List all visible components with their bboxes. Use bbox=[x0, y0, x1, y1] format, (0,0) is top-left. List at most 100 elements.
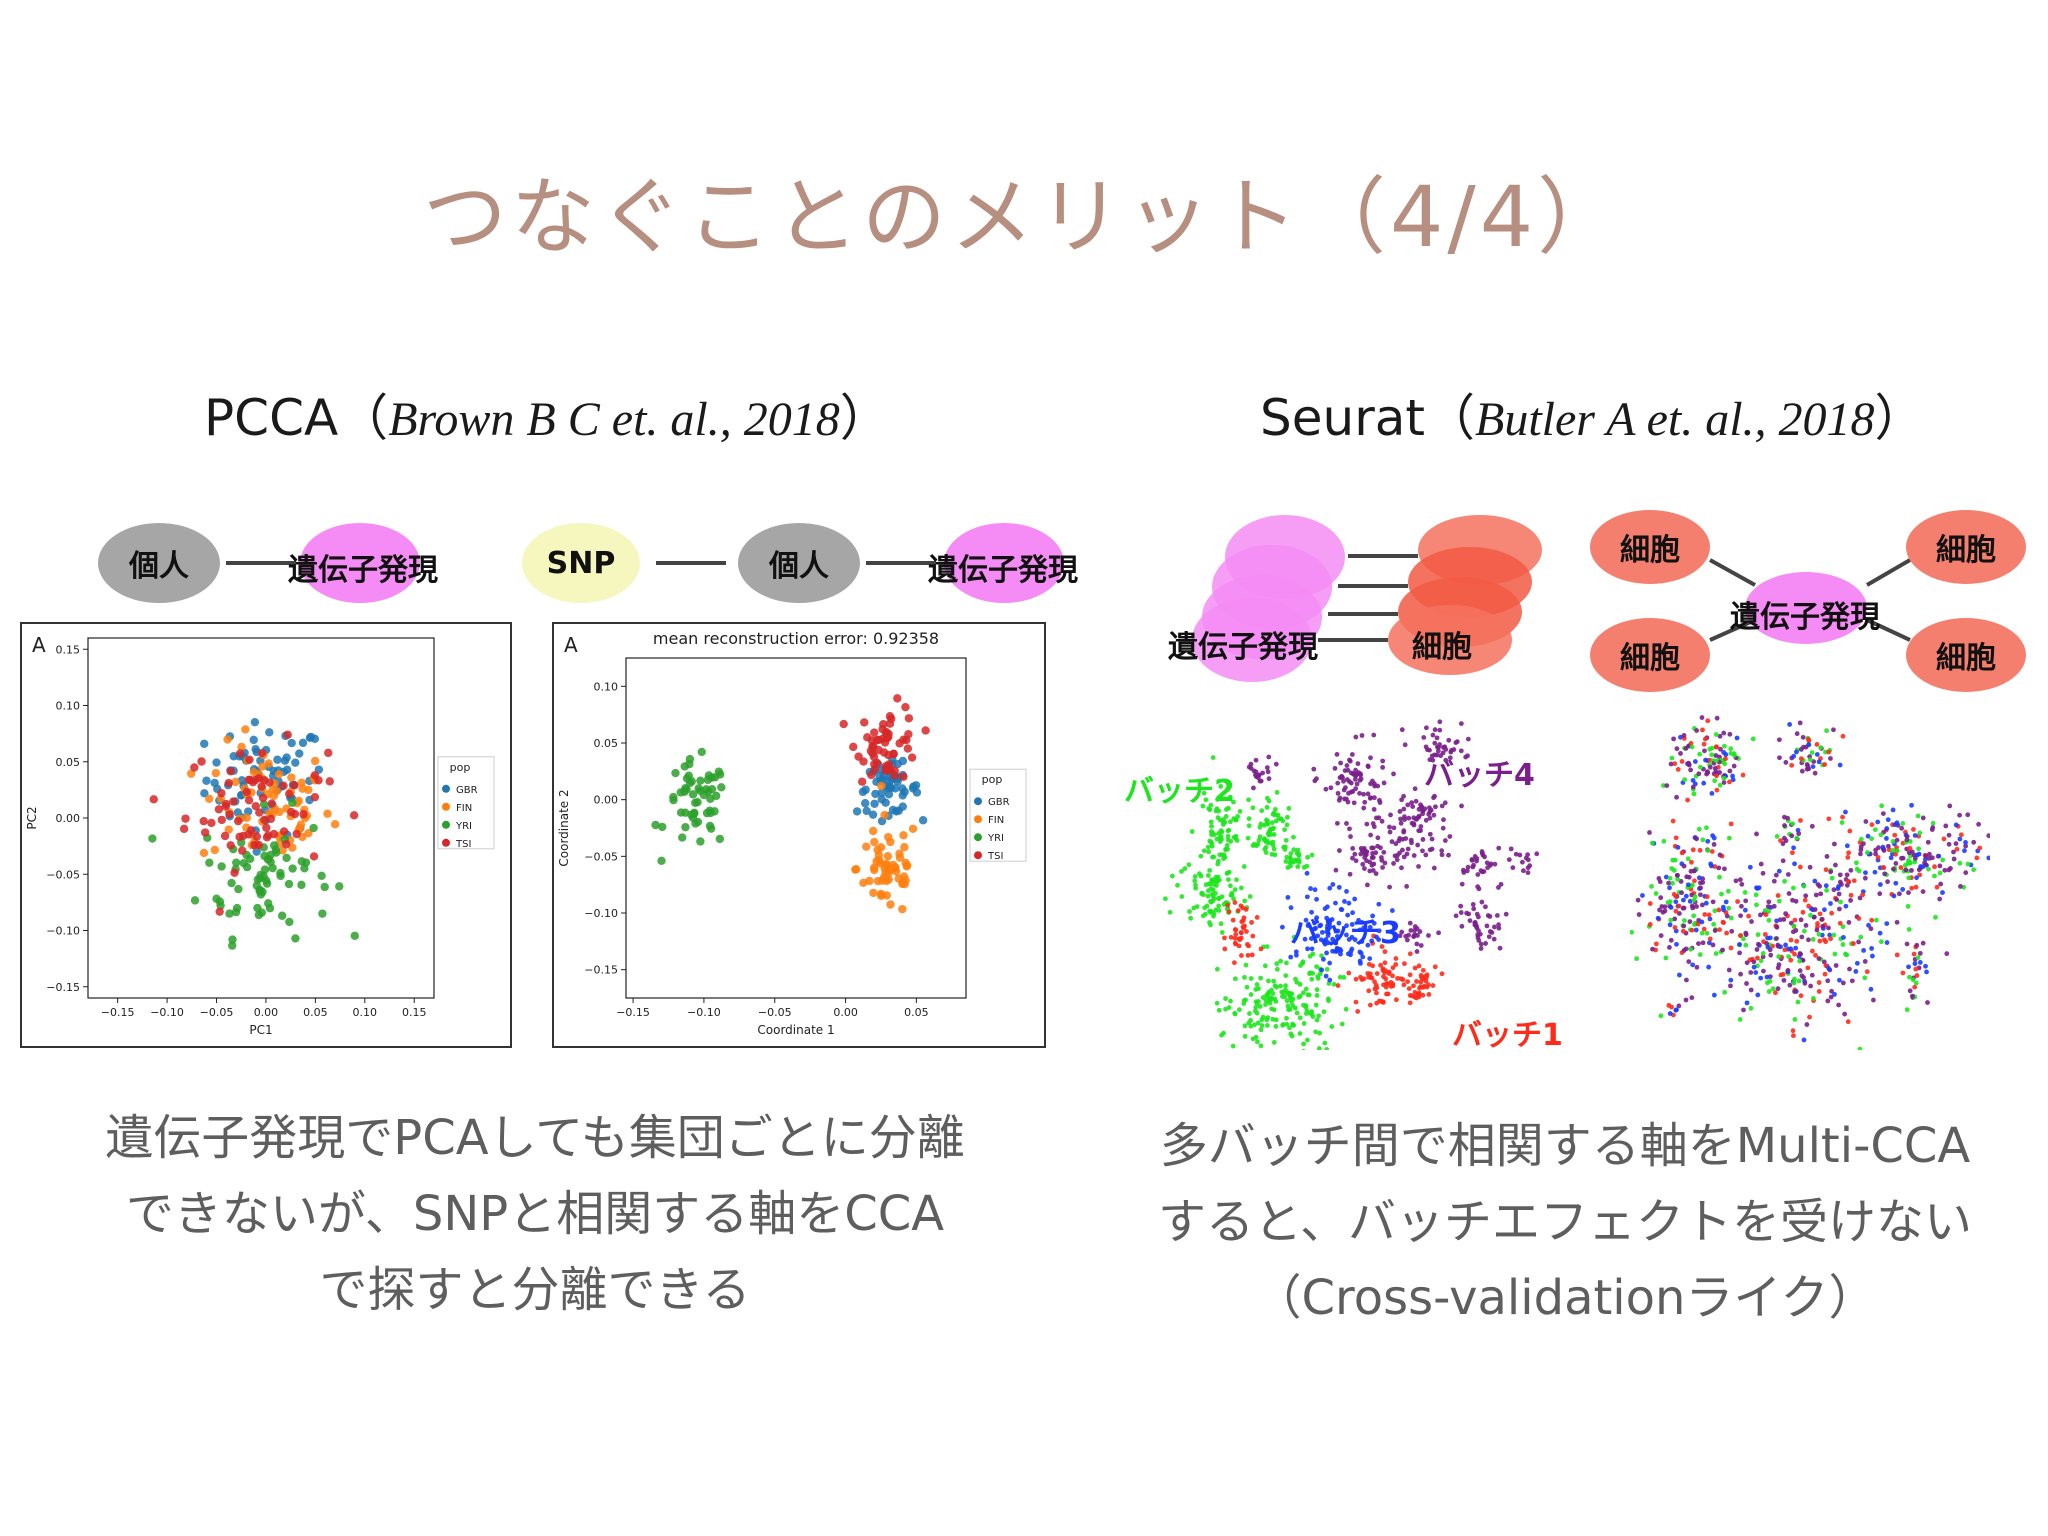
tsne-cell-point bbox=[1216, 903, 1222, 909]
tsne-cell-point bbox=[1368, 795, 1374, 801]
tsne-cell-point bbox=[1724, 930, 1730, 936]
right-heading-method: Seurat（ bbox=[1260, 389, 1475, 447]
data-point-yri bbox=[261, 876, 271, 885]
data-point-tsi bbox=[221, 802, 230, 811]
tsne-cell-point bbox=[1496, 845, 1502, 851]
tsne-cell-point bbox=[1439, 971, 1445, 977]
tsne-cell-point bbox=[1668, 937, 1674, 943]
tsne-cell-point bbox=[1392, 853, 1398, 859]
tsne-cell-point bbox=[1266, 829, 1272, 835]
tsne-cell-point bbox=[1430, 732, 1436, 738]
tsne-cell-point bbox=[1702, 736, 1708, 742]
tsne-cell-point bbox=[1662, 908, 1668, 914]
tsne-cell-point bbox=[1841, 935, 1846, 940]
x-tick-label: −0.15 bbox=[101, 1006, 135, 1019]
tsne-cell-point bbox=[1699, 930, 1705, 936]
tsne-cell-point bbox=[1404, 937, 1410, 943]
tsne-cell-point bbox=[1657, 907, 1662, 913]
tsne-cell-point bbox=[1856, 868, 1862, 874]
data-point-tsi bbox=[220, 831, 230, 841]
tsne-cell-point bbox=[1270, 826, 1275, 832]
tsne-cell-point bbox=[1810, 937, 1816, 942]
tsne-cell-point bbox=[1777, 755, 1782, 761]
tsne-cell-point bbox=[1285, 990, 1290, 996]
tsne-cell-point bbox=[1680, 928, 1686, 934]
data-point-yri bbox=[212, 894, 221, 903]
tsne-cell-point bbox=[1215, 815, 1221, 821]
tsne-cell-point bbox=[1915, 955, 1921, 960]
tsne-cell-point bbox=[1353, 999, 1359, 1005]
tsne-cell-point bbox=[1755, 932, 1761, 938]
data-point-tsi bbox=[901, 702, 910, 712]
tsne-cell-point bbox=[1284, 1015, 1289, 1021]
tsne-cell-point bbox=[1947, 803, 1953, 809]
tsne-cell-point bbox=[1496, 925, 1502, 931]
tsne-cell-point bbox=[1697, 751, 1703, 757]
tsne-cell-point bbox=[1766, 989, 1772, 994]
tsne-cell-point bbox=[1387, 829, 1393, 835]
tsne-cell-point bbox=[1894, 848, 1900, 854]
data-point-fin bbox=[199, 848, 209, 858]
tsne-cell-point bbox=[1447, 755, 1453, 761]
tsne-cell-point bbox=[1738, 971, 1743, 977]
legend-marker bbox=[974, 797, 982, 806]
tsne-cell-point bbox=[1271, 810, 1277, 816]
tsne-cell-point bbox=[1346, 937, 1352, 942]
tsne-cell-point bbox=[1472, 922, 1478, 928]
legend-label: TSI bbox=[455, 839, 471, 850]
data-point-fin bbox=[304, 785, 313, 795]
tsne-cell-point bbox=[1765, 944, 1771, 950]
tsne-cell-point bbox=[1248, 761, 1254, 767]
data-point-gbr bbox=[282, 765, 292, 774]
tsne-cell-point bbox=[1801, 1037, 1807, 1043]
tsne-cell-point bbox=[1420, 848, 1425, 854]
tsne-cell-point bbox=[1798, 951, 1804, 957]
legend-box bbox=[969, 768, 1027, 862]
tsne-cell-point bbox=[1684, 977, 1689, 983]
tsne-cell-point bbox=[1201, 848, 1207, 854]
tsne-cell-point bbox=[1290, 996, 1296, 1002]
tsne-cell-point bbox=[1282, 844, 1288, 850]
data-point-gbr bbox=[291, 758, 300, 767]
tsne-cell-point bbox=[1862, 875, 1868, 881]
tsne-cell-point bbox=[1314, 1017, 1320, 1023]
tsne-cell-point bbox=[1454, 739, 1460, 745]
tsne-cell-point bbox=[1770, 986, 1776, 992]
tsne-cell-point bbox=[1271, 978, 1277, 984]
tsne-cell-point bbox=[1640, 893, 1645, 898]
data-point-tsi bbox=[217, 815, 226, 825]
tsne-cell-point bbox=[1890, 847, 1896, 853]
x-tick-label: 0.00 bbox=[833, 1006, 858, 1019]
tsne-cell-point bbox=[1266, 754, 1272, 760]
data-point-yri bbox=[677, 833, 687, 842]
tsne-cell-point bbox=[1353, 976, 1359, 982]
tsne-cell-point bbox=[1400, 847, 1405, 853]
tsne-cell-point bbox=[1760, 950, 1766, 956]
tsne-cell-point bbox=[1805, 763, 1811, 769]
tsne-cell-point bbox=[1396, 838, 1402, 844]
tsne-cell-point bbox=[1773, 990, 1778, 996]
data-point-tsi bbox=[244, 775, 253, 785]
data-point-gbr bbox=[878, 775, 888, 784]
tsne-cell-point bbox=[1286, 806, 1292, 811]
tsne-cell-point bbox=[1870, 953, 1875, 959]
tsne-cell-point bbox=[1333, 900, 1338, 906]
tsne-cell-point bbox=[1380, 765, 1386, 770]
tsne-cell-point bbox=[1167, 909, 1173, 915]
tsne-cell-point bbox=[1666, 880, 1671, 886]
tsne-cell-point bbox=[1222, 946, 1228, 952]
tsne-cell-point bbox=[1704, 894, 1710, 900]
tsne-cell-point bbox=[1222, 854, 1228, 860]
tsne-cell-point bbox=[1216, 831, 1222, 836]
tsne-cell-point bbox=[1316, 1046, 1322, 1050]
data-point-fin bbox=[205, 794, 214, 804]
tsne-cell-point bbox=[1485, 865, 1490, 871]
data-point-tsi bbox=[181, 814, 190, 823]
tsne-cell-point bbox=[1314, 896, 1319, 902]
tsne-cell-point bbox=[1899, 855, 1904, 861]
tsne-cell-point bbox=[1411, 822, 1417, 828]
data-point-fin bbox=[884, 832, 893, 842]
tsne-cell-point bbox=[1232, 927, 1238, 932]
batch1-label: バッチ1 bbox=[1452, 1018, 1563, 1053]
tsne-cell-point bbox=[1840, 942, 1846, 947]
